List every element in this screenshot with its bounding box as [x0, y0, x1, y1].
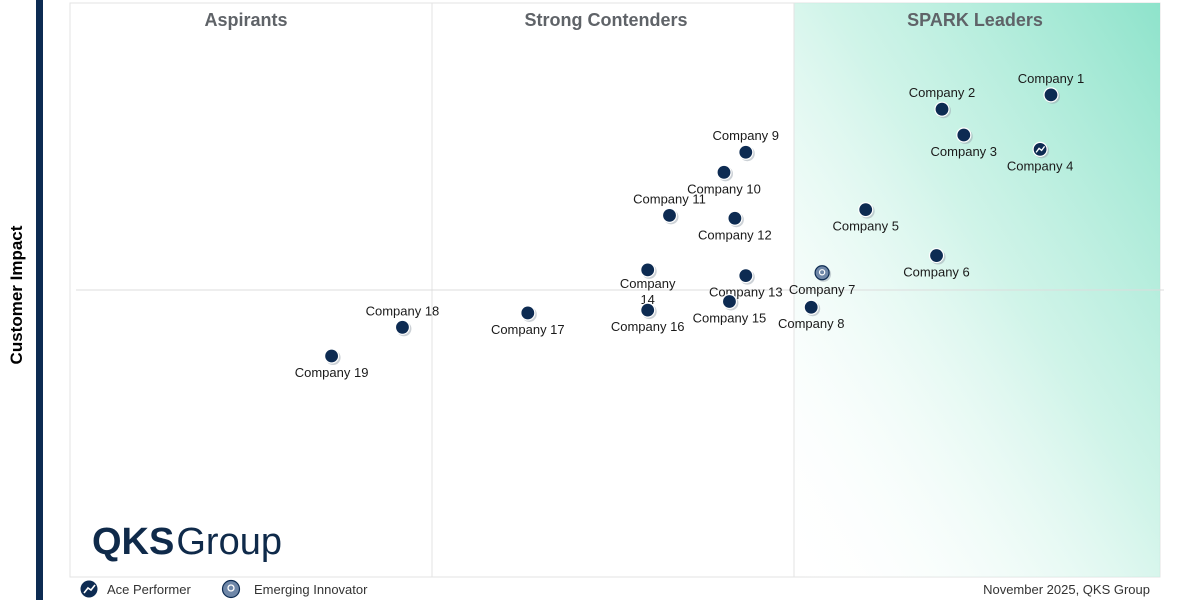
point-label: Company 17	[491, 322, 565, 337]
qks-group-logo: QKSGroup	[92, 521, 282, 563]
bulb-icon	[221, 579, 241, 599]
quadrant-title-aspirants: Aspirants	[204, 10, 287, 30]
point-marker	[640, 302, 656, 318]
point-label: Company 13	[709, 285, 783, 300]
point-company-8: Company 8	[778, 299, 844, 331]
point-label: Company 9	[713, 128, 779, 143]
point-label: Company 2	[909, 85, 975, 100]
point-marker	[934, 101, 950, 117]
bulb-icon	[818, 269, 826, 276]
trend-up-icon-stroke	[83, 584, 96, 594]
point-label: Company 5	[832, 219, 898, 234]
point-marker	[661, 207, 678, 223]
legend-label-emerging-innovator: Emerging Innovator	[254, 582, 368, 597]
point-label: Company 7	[789, 282, 855, 297]
point-label: Company 16	[611, 319, 685, 334]
point-label: Company 11	[633, 191, 706, 206]
point-company-11: Company 11	[633, 191, 706, 225]
point-label: Company 10	[687, 181, 761, 196]
logo-qks-text: QKS	[92, 521, 174, 563]
point-company-1: Company 1	[1018, 71, 1084, 104]
point-marker	[520, 305, 536, 321]
point-label: Company 1	[1018, 71, 1084, 86]
left-accent-bar	[36, 0, 43, 600]
point-label: Company 14	[620, 276, 676, 307]
points-layer: Company 1 Company 2 Company 3 Company 4 Comp…	[295, 71, 1085, 380]
point-company-3: Company 3	[931, 127, 997, 159]
point-company-14: Company 14	[620, 262, 676, 307]
point-label: Company 18	[366, 303, 440, 318]
svg-text:QKSGroup: QKSGroup	[92, 521, 282, 563]
point-company-2: Company 2	[909, 85, 975, 119]
point-marker	[956, 127, 972, 143]
footer-date-source: November 2025, QKS Group	[983, 582, 1150, 597]
point-label: Company 3	[931, 144, 997, 159]
point-company-6: Company 6	[903, 247, 970, 280]
point-company-4: Company 4	[1007, 141, 1073, 173]
logo-group-text: Group	[176, 521, 282, 563]
point-label: Company 12	[698, 227, 772, 242]
point-label: Company 4	[1007, 158, 1073, 173]
point-company-16: Company 16	[611, 302, 685, 334]
point-company-18: Company 18	[366, 303, 440, 337]
point-company-10: Company 10	[687, 164, 761, 196]
point-label: Company 6	[903, 265, 969, 280]
point-label: Company 15	[693, 310, 767, 325]
point-marker	[1043, 87, 1059, 103]
point-company-12: Company 12	[698, 210, 772, 242]
point-marker-innovator	[814, 265, 830, 281]
point-company-9: Company 9	[713, 128, 779, 162]
point-marker	[324, 348, 340, 364]
point-company-15: Company 15	[693, 293, 767, 325]
trend-up-icon	[1035, 145, 1046, 153]
point-company-5: Company 5	[832, 202, 899, 234]
point-marker	[716, 164, 732, 180]
quadrant-title-spark-leaders: SPARK Leaders	[907, 10, 1043, 30]
point-marker	[727, 210, 743, 226]
point-marker	[928, 247, 945, 264]
legend-label-ace-performer: Ace Performer	[107, 582, 191, 597]
point-marker	[721, 293, 738, 310]
point-marker	[803, 299, 819, 315]
y-axis-label: Customer Impact	[7, 225, 26, 364]
point-marker	[640, 262, 656, 278]
point-marker	[858, 202, 874, 218]
point-company-7: Company 7	[789, 265, 855, 297]
legend-item-ace-performer: Ace Performer	[80, 580, 191, 598]
point-marker	[738, 144, 754, 160]
point-label: Company 8	[778, 316, 844, 331]
bulb-icon-inner	[227, 584, 235, 592]
legend: Ace Performer Emerging Innovator	[80, 579, 368, 599]
point-company-19: Company 19	[295, 348, 369, 380]
point-company-17: Company 17	[491, 305, 565, 337]
quadrant-title-strong-contenders: Strong Contenders	[524, 10, 687, 30]
point-marker	[394, 319, 411, 335]
point-label: Company 19	[295, 365, 369, 380]
legend-item-emerging-innovator: Emerging Innovator	[221, 579, 368, 599]
point-marker	[738, 268, 754, 284]
